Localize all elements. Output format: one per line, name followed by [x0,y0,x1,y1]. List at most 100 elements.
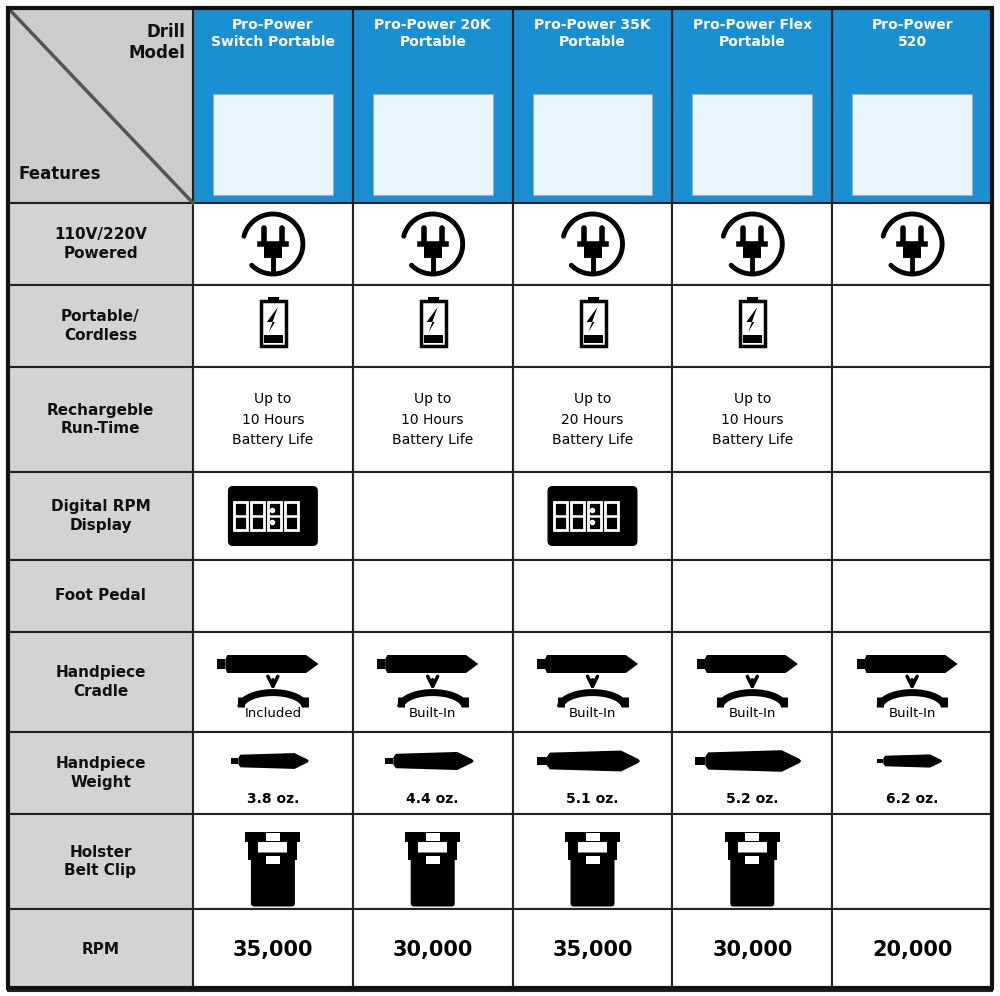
FancyBboxPatch shape [548,486,638,546]
Text: 20,000: 20,000 [872,940,952,960]
Bar [421,301,446,346]
Bar [405,832,460,842]
Bar [568,842,578,860]
Text: Up to
10 Hours
Battery Life: Up to 10 Hours Battery Life [392,392,473,446]
Bar [513,632,672,732]
Bar [513,814,672,909]
Text: Digital RPM
Display: Digital RPM Display [51,499,150,533]
Bar [832,203,992,285]
Bar [264,335,283,343]
Bar [193,814,353,909]
Bar [513,560,672,632]
Bar [832,814,992,909]
Text: 3.8 oz.: 3.8 oz. [247,792,299,806]
Bar [353,632,513,732]
Text: Built-In: Built-In [888,707,936,720]
Text: 35,000: 35,000 [552,940,633,960]
Bar [588,502,601,530]
Text: 6.2 oz.: 6.2 oz. [886,792,938,806]
Bar [264,244,282,258]
Bar [672,909,832,991]
Bar [268,297,279,301]
Bar [537,757,547,765]
FancyBboxPatch shape [228,486,318,546]
Bar [8,560,193,632]
Bar [580,301,606,346]
Bar [513,367,672,472]
Bar [353,8,513,203]
Text: RPM: RPM [82,942,120,957]
Text: Pro-Power Flex
Portable: Pro-Power Flex Portable [693,18,812,49]
Bar [8,367,193,472]
Bar [537,659,545,669]
Bar [533,94,652,195]
Bar [672,8,832,203]
Bar [857,659,865,669]
Text: 4.4 oz.: 4.4 oz. [406,792,459,806]
Bar [832,285,992,367]
Bar [8,285,193,367]
Text: Drill
Model: Drill Model [128,23,185,62]
Bar [251,502,264,530]
Polygon shape [225,655,318,673]
Bar [353,472,513,560]
Polygon shape [427,307,438,332]
Bar [743,244,761,258]
Bar [193,560,353,632]
Bar [672,203,832,285]
Bar [424,244,442,258]
Bar [213,94,333,195]
Bar [586,856,600,864]
Bar [426,856,440,864]
Bar [672,632,832,732]
Text: Handpiece
Weight: Handpiece Weight [55,756,146,790]
Bar [832,732,992,814]
Text: Built-In: Built-In [729,707,776,720]
Text: Pro-Power 20K
Portable: Pro-Power 20K Portable [374,18,491,49]
Bar [261,301,286,346]
Bar [8,203,193,285]
Bar [695,757,705,765]
Bar [832,8,992,203]
Polygon shape [393,752,474,770]
Bar [745,856,759,864]
Polygon shape [705,750,801,772]
Bar [672,472,832,560]
Bar [832,632,992,732]
Text: Up to
20 Hours
Battery Life: Up to 20 Hours Battery Life [552,392,633,446]
Bar [852,94,972,195]
Polygon shape [8,8,193,203]
Bar [231,758,238,764]
Polygon shape [883,754,942,768]
Text: Up to
10 Hours
Battery Life: Up to 10 Hours Battery Life [712,392,793,446]
Text: 35,000: 35,000 [233,940,313,960]
Bar [672,367,832,472]
Polygon shape [238,753,309,769]
Bar [513,732,672,814]
Text: Built-In: Built-In [569,707,616,720]
Text: Rechargeble
Run-Time: Rechargeble Run-Time [47,402,154,436]
Bar [245,832,300,842]
Bar [8,632,193,732]
Text: Built-In: Built-In [409,707,456,720]
Bar [697,659,705,669]
Bar [353,732,513,814]
Bar [193,909,353,991]
Bar [266,833,280,841]
Bar [285,502,298,530]
FancyBboxPatch shape [251,853,295,906]
FancyBboxPatch shape [730,853,774,906]
Text: 5.2 oz.: 5.2 oz. [726,792,779,806]
Bar [193,8,353,203]
Text: 30,000: 30,000 [393,940,473,960]
Bar [743,335,762,343]
Bar [193,632,353,732]
Bar [571,502,584,530]
Text: Included: Included [244,707,301,720]
FancyBboxPatch shape [411,853,455,906]
Bar [607,842,617,860]
Text: Pro-Power 35K
Portable: Pro-Power 35K Portable [534,18,651,49]
Bar [565,832,620,842]
Bar [672,814,832,909]
Bar [832,560,992,632]
